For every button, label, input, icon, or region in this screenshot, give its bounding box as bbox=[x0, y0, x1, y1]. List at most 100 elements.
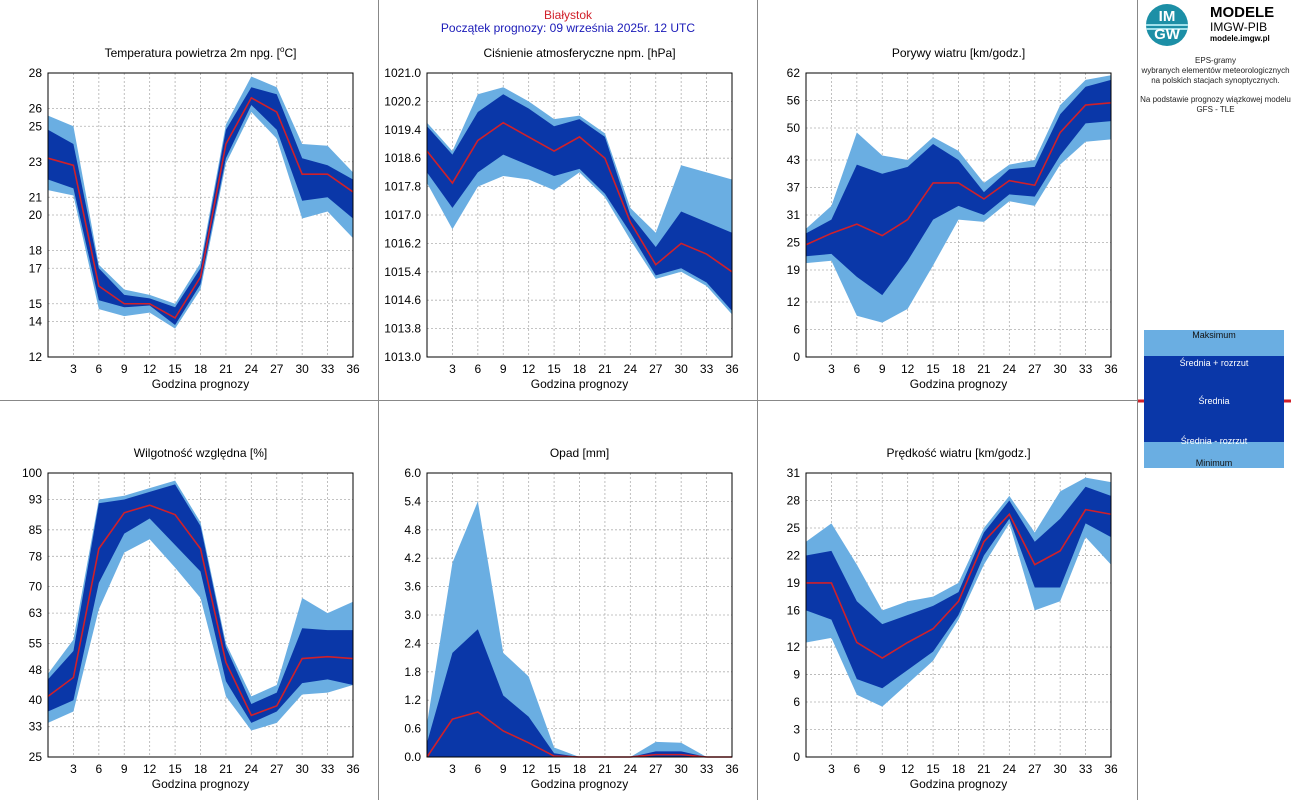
x-tick-label: 3 bbox=[449, 362, 456, 376]
y-tick-label: 40 bbox=[29, 693, 43, 707]
y-tick-label: 31 bbox=[787, 208, 801, 222]
x-tick-label: 30 bbox=[1053, 762, 1067, 776]
x-tick-label: 18 bbox=[573, 362, 587, 376]
y-tick-label: 15 bbox=[29, 297, 43, 311]
mean-line bbox=[805, 101, 1112, 246]
y-tick-label: 0.0 bbox=[404, 750, 421, 764]
x-tick-label: 6 bbox=[474, 362, 481, 376]
y-tick-label: 9 bbox=[793, 668, 800, 682]
x-tick-label: 33 bbox=[1079, 362, 1093, 376]
x-tick-label: 27 bbox=[270, 762, 284, 776]
y-tick-label: 1019.4 bbox=[384, 123, 421, 137]
y-tick-label: 12 bbox=[787, 640, 801, 654]
x-tick-label: 3 bbox=[828, 762, 835, 776]
x-tick-label: 27 bbox=[270, 362, 284, 376]
y-tick-label: 26 bbox=[29, 102, 43, 116]
x-tick-label: 30 bbox=[295, 762, 309, 776]
plot-frame bbox=[805, 472, 1112, 758]
info-text: EPS-gramy wybranych elementów meteorolog… bbox=[1140, 56, 1291, 115]
y-tick-label: 48 bbox=[29, 663, 43, 677]
spread-band bbox=[806, 79, 1111, 296]
mean-line bbox=[806, 508, 1112, 659]
y-tick-label: 22 bbox=[787, 548, 801, 562]
plot-frame bbox=[805, 72, 1112, 358]
x-tick-label: 36 bbox=[346, 762, 360, 776]
spread-band bbox=[427, 629, 732, 757]
x-tick-label: 21 bbox=[598, 362, 612, 376]
x-tick-label: 3 bbox=[70, 762, 77, 776]
x-tick-label: 9 bbox=[121, 762, 128, 776]
x-tick-label: 24 bbox=[1003, 362, 1017, 376]
x-tick-label: 9 bbox=[879, 762, 886, 776]
x-tick-label: 15 bbox=[926, 762, 940, 776]
y-tick-label: 12 bbox=[29, 350, 43, 364]
y-tick-label: 19 bbox=[787, 263, 801, 277]
chart-title: Opad [mm] bbox=[550, 446, 609, 460]
y-tick-label: 25 bbox=[787, 235, 801, 249]
logo-mark-top: IM bbox=[1158, 8, 1176, 25]
y-tick-label: 85 bbox=[29, 523, 43, 537]
x-tick-label: 30 bbox=[674, 762, 688, 776]
y-tick-label: 25 bbox=[29, 119, 43, 133]
x-tick-label: 24 bbox=[1003, 762, 1017, 776]
y-tick-label: 1.8 bbox=[404, 665, 421, 679]
spread-band bbox=[48, 484, 353, 723]
chart-title: Prędkość wiatru [km/godz.] bbox=[886, 446, 1030, 460]
x-tick-label: 21 bbox=[977, 362, 991, 376]
x-tick-label: 27 bbox=[1028, 762, 1042, 776]
legend-min-band bbox=[1144, 442, 1284, 468]
x-tick-label: 27 bbox=[649, 762, 663, 776]
logo-title: MODELE bbox=[1210, 4, 1275, 21]
info-line: na polskich stacjach synoptycznych. bbox=[1151, 76, 1280, 85]
y-tick-label: 100 bbox=[22, 466, 42, 480]
legend-mean: Średnia bbox=[1198, 396, 1230, 406]
x-tick-label: 6 bbox=[853, 362, 860, 376]
x-tick-label: 6 bbox=[95, 762, 102, 776]
x-tick-label: 33 bbox=[700, 762, 714, 776]
x-tick-label: 24 bbox=[624, 362, 638, 376]
x-tick-label: 12 bbox=[522, 362, 536, 376]
x-tick-label: 30 bbox=[1053, 362, 1067, 376]
x-tick-label: 9 bbox=[121, 362, 128, 376]
y-tick-label: 0 bbox=[793, 750, 800, 764]
x-tick-label: 33 bbox=[1079, 762, 1093, 776]
y-tick-label: 0 bbox=[793, 350, 800, 364]
info-line: Na podstawie prognozy wiązkowej modelu bbox=[1140, 95, 1291, 104]
x-tick-label: 36 bbox=[346, 362, 360, 376]
y-tick-label: 3 bbox=[793, 723, 800, 737]
y-tick-label: 25 bbox=[787, 521, 801, 535]
legend-mean-minus: Średnia - rozrzut bbox=[1180, 436, 1248, 446]
plot-frame bbox=[47, 72, 354, 358]
y-tick-label: 2.4 bbox=[404, 636, 421, 650]
x-tick-label: 12 bbox=[143, 762, 157, 776]
y-tick-label: 23 bbox=[29, 155, 43, 169]
x-tick-label: 27 bbox=[649, 362, 663, 376]
x-tick-label: 9 bbox=[500, 762, 507, 776]
logo-url: modele.imgw.pl bbox=[1210, 34, 1270, 43]
y-tick-label: 3.6 bbox=[404, 580, 421, 594]
imgw-logo-mark: IM GW bbox=[1146, 4, 1188, 46]
x-tick-label: 3 bbox=[449, 762, 456, 776]
y-tick-label: 1.2 bbox=[404, 693, 421, 707]
forecast-start: Początek prognozy: 09 września 2025r. 12… bbox=[440, 21, 696, 35]
legend-max-band bbox=[1144, 330, 1284, 356]
y-tick-label: 1018.6 bbox=[384, 151, 421, 165]
chart-panel: Ciśnienie atmosferyczne npm. [hPa]3 6 9 12 1… bbox=[384, 46, 739, 391]
logo-mark-bottom: GW bbox=[1154, 26, 1180, 43]
x-tick-label: 12 bbox=[901, 762, 915, 776]
x-axis-label: Godzina prognozy bbox=[152, 377, 249, 391]
chart-panel: Temperatura powietrza 2m npg. [oC]3 6 9 12 1… bbox=[29, 45, 360, 391]
chart-panel: Prędkość wiatru [km/godz.]3 6 9 12 15 18 21 24 2… bbox=[787, 446, 1118, 791]
x-tick-label: 15 bbox=[547, 362, 561, 376]
y-tick-label: 43 bbox=[787, 153, 801, 167]
y-tick-label: 56 bbox=[787, 93, 801, 107]
x-axis-label: Godzina prognozy bbox=[910, 777, 1007, 791]
y-tick-label: 62 bbox=[787, 66, 801, 80]
y-tick-label: 19 bbox=[787, 576, 801, 590]
station-name: Białystok bbox=[543, 8, 593, 22]
plot-frame bbox=[426, 472, 733, 758]
y-tick-label: 1016.2 bbox=[384, 236, 421, 250]
y-tick-label: 1020.2 bbox=[384, 94, 421, 108]
x-tick-label: 21 bbox=[219, 362, 233, 376]
chart-panel: Wilgotność względna [%]3 6 9 12 15 18 21 24 27 30… bbox=[22, 446, 360, 791]
